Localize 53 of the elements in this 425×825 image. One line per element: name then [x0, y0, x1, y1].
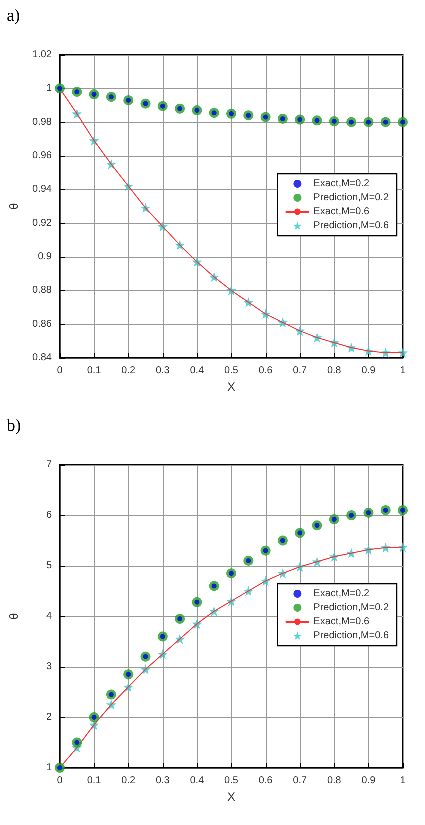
y-tick-label: 0.92: [32, 218, 52, 229]
x-tick-label: 0.5: [224, 776, 239, 786]
x-tick-label: 0.2: [122, 776, 136, 786]
x-tick-label: 1: [400, 366, 406, 376]
y-tick-label: 7: [46, 460, 52, 470]
legend-label: Exact,M=0.6: [314, 616, 370, 628]
x-tick-label: 0.8: [327, 776, 342, 786]
y-tick-label: 0.9: [38, 252, 52, 262]
y-tick-label: 0.98: [32, 116, 52, 128]
y-tick-label: 0.86: [32, 318, 52, 330]
legend-label: Exact,M=0.2: [314, 178, 370, 190]
chart-title: a): [7, 6, 20, 25]
y-tick-label: 4: [46, 611, 52, 622]
legend-label: Exact,M=0.2: [314, 588, 370, 600]
x-tick-label: 0.6: [258, 366, 274, 376]
x-tick-label: 0.4: [190, 366, 205, 376]
x-tick-label: 0.6: [258, 776, 274, 786]
legend-label: Prediction,M=0.2: [314, 192, 390, 204]
y-tick-label: 2: [46, 712, 52, 723]
x-tick-label: 0.3: [156, 366, 170, 376]
x-tick-label: 0.3: [156, 776, 170, 786]
y-tick-label: 1: [46, 762, 52, 774]
y-tick-label: 0.88: [32, 285, 52, 296]
y-tick-label: 0.94: [32, 184, 52, 196]
y-tick-label: 5: [46, 560, 52, 572]
x-tick-label: 1: [400, 776, 406, 786]
legend-label: Prediction,M=0.2: [314, 602, 390, 614]
x-tick-label: 0.7: [293, 366, 308, 376]
x-tick-label: 0: [57, 366, 64, 376]
x-tick-label: 0: [57, 776, 64, 786]
x-tick-label: 0.9: [362, 776, 376, 786]
x-tick-label: 0.1: [87, 366, 102, 376]
y-tick-label: 3: [46, 662, 52, 672]
y-tick-label: 1: [46, 83, 52, 94]
y-tick-label: 6: [46, 510, 52, 521]
y-axis-title: θ: [7, 202, 21, 210]
y-tick-label: 0.84: [32, 352, 52, 364]
x-tick-label: 0.5: [224, 366, 239, 376]
x-tick-label: 0.8: [327, 366, 342, 376]
y-tick-label: 0.96: [32, 150, 52, 162]
legend-label: Prediction,M=0.6: [314, 220, 390, 232]
x-tick-label: 0.7: [293, 776, 308, 786]
x-tick-label: 0.4: [190, 776, 205, 786]
x-axis-title: X: [227, 790, 236, 804]
x-tick-label: 0.9: [362, 366, 376, 376]
legend-label: Exact,M=0.6: [314, 206, 370, 218]
x-axis-title: X: [227, 380, 236, 394]
y-axis-title: θ: [7, 612, 21, 620]
y-tick-label: 1.02: [32, 50, 52, 60]
x-tick-label: 0.1: [87, 776, 102, 786]
x-tick-label: 0.2: [122, 366, 136, 376]
legend-label: Prediction,M=0.6: [314, 630, 390, 642]
chart-title: b): [7, 416, 22, 435]
